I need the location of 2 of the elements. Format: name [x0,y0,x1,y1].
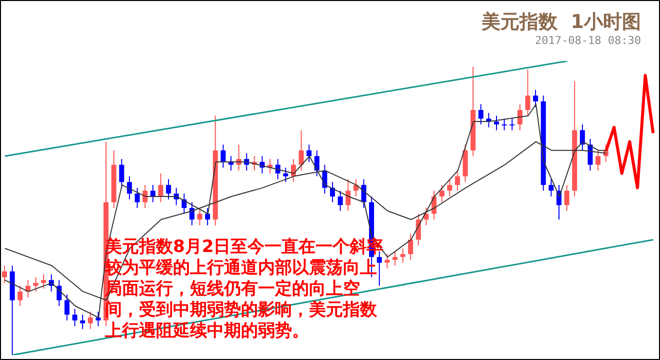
chart-subtitle: 2017-08-18 08:30 [535,34,641,47]
chart-title: 美元指数 1小时图 [482,10,641,35]
